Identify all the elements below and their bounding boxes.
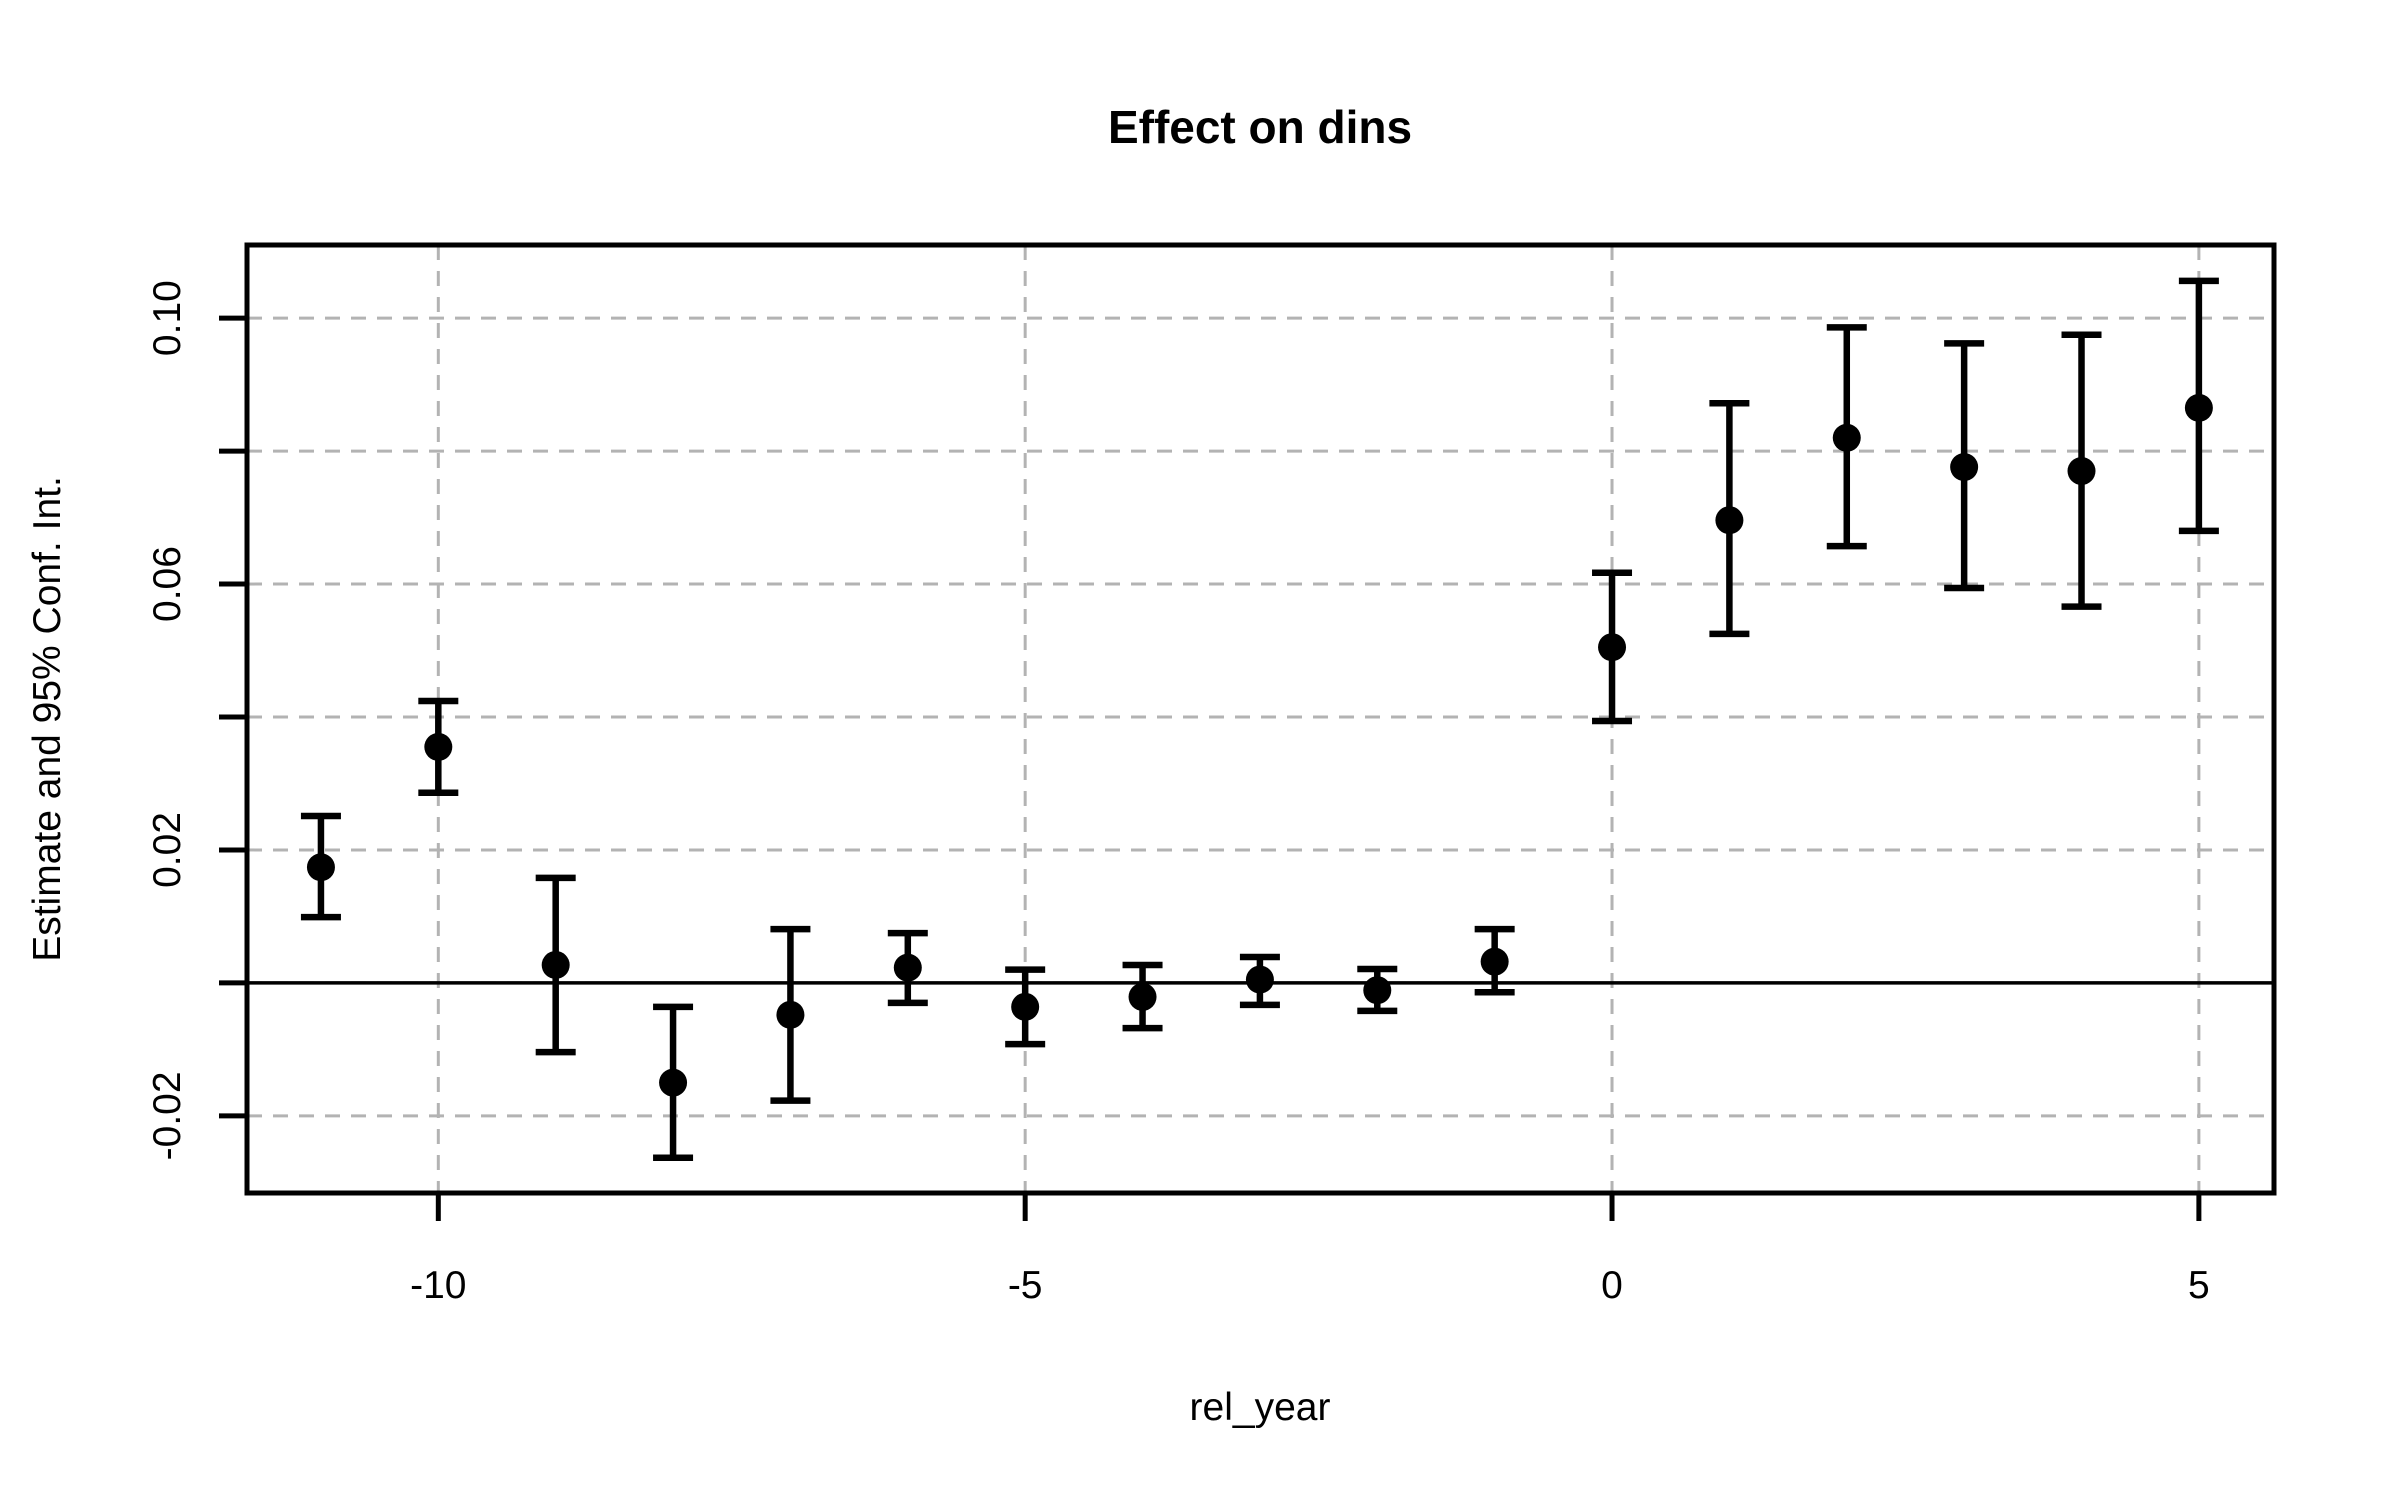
error-bars xyxy=(300,277,2219,1162)
chart-title: Effect on dins xyxy=(1108,101,1412,153)
estimate-point xyxy=(306,853,335,882)
estimate-point xyxy=(1245,965,1274,994)
y-tick-label: 0.10 xyxy=(146,280,189,356)
estimate-point xyxy=(893,953,922,982)
estimate-point xyxy=(659,1068,688,1097)
estimate-point xyxy=(424,732,453,761)
estimate-point xyxy=(1950,453,1979,482)
estimate-point xyxy=(2067,457,2096,486)
x-tick-label: 5 xyxy=(2188,1264,2210,1307)
estimate-point xyxy=(2184,393,2213,422)
estimate-point xyxy=(1011,992,1040,1021)
estimate-point xyxy=(1715,506,1744,535)
y-tick-label: 0.02 xyxy=(146,812,189,888)
y-tick-label: -0.02 xyxy=(146,1071,189,1160)
axis-ticks xyxy=(219,315,2202,1221)
estimate-point xyxy=(776,1000,805,1029)
plot-border xyxy=(244,242,2277,1196)
data-points xyxy=(306,393,2213,1097)
x-tick-label: -5 xyxy=(1008,1264,1043,1307)
estimate-point xyxy=(541,950,570,979)
axis-tick-labels: -10 -5 0 5 -0.02 0.02 0.06 0.10 xyxy=(146,280,2210,1307)
x-axis-label: rel_year xyxy=(1190,1386,1331,1429)
x-tick-label: 0 xyxy=(1601,1264,1623,1307)
estimate-point xyxy=(1832,423,1861,452)
estimate-point xyxy=(1598,633,1627,662)
y-tick-label: 0.06 xyxy=(146,546,189,622)
estimate-point xyxy=(1363,976,1392,1005)
y-axis-label: Estimate and 95% Conf. Int. xyxy=(26,476,69,962)
estimate-point xyxy=(1480,947,1509,976)
estimate-point xyxy=(1128,982,1157,1011)
x-tick-label: -10 xyxy=(410,1264,466,1307)
